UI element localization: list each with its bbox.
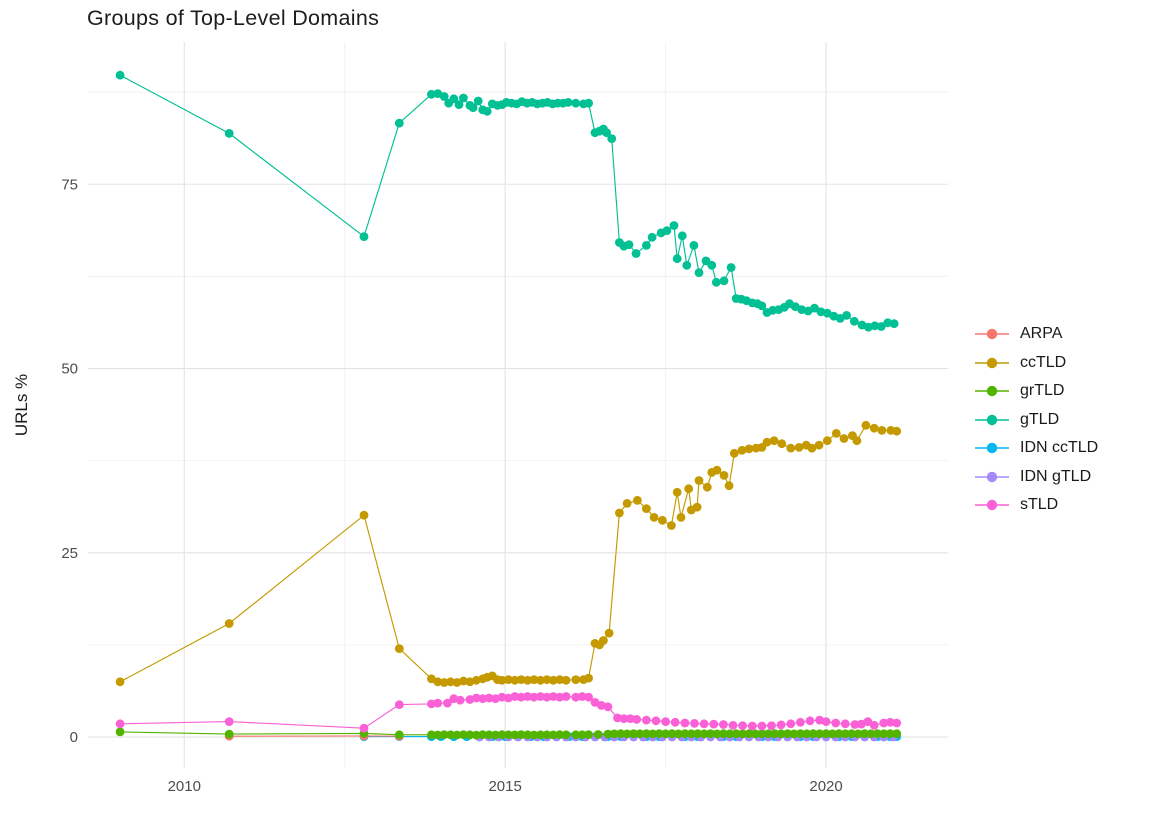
series-points-gtld (115, 70, 899, 332)
legend-key-icon-gtld (975, 414, 1009, 425)
series-cctld (115, 420, 902, 687)
chart-title: Groups of Top-Level Domains (87, 6, 380, 30)
legend-label-arpa: ARPA (1020, 325, 1063, 343)
legend-item-gtld: gTLD (973, 406, 1098, 435)
series-line-cctld (119, 424, 897, 684)
legend-label-grtld: grTLD (1020, 382, 1065, 400)
series-gtld (115, 70, 899, 332)
y-tick-label: 25 (61, 545, 78, 562)
legend-key-icon-arpa (975, 329, 1009, 340)
legend-key-icon-cctld (975, 357, 1009, 368)
legend-item-idn-gtld: IDN gTLD (973, 463, 1098, 492)
legend-item-idn-cctld: IDN ccTLD (973, 434, 1098, 463)
series-line-gtld (119, 74, 895, 328)
legend-key-icon-grtld (975, 386, 1009, 397)
y-axis-tick-labels: 0 25 50 75 (61, 176, 78, 746)
legend-label-idn-gtld: IDN gTLD (1020, 467, 1092, 485)
x-tick-label: 2010 (168, 778, 201, 795)
legend-label-cctld: ccTLD (1020, 353, 1067, 371)
legend-item-stld: sTLD (973, 491, 1098, 520)
series-grtld (115, 727, 902, 740)
y-tick-label: 75 (61, 176, 78, 193)
y-tick-label: 50 (61, 361, 78, 378)
x-tick-label: 2015 (488, 778, 521, 795)
legend-label-idn-cctld: IDN ccTLD (1020, 439, 1099, 457)
x-axis-tick-labels: 2010 2015 2020 (168, 778, 843, 795)
legend-item-grtld: grTLD (973, 377, 1098, 406)
y-tick-label: 0 (70, 729, 78, 746)
legend-item-cctld: ccTLD (973, 349, 1098, 378)
grid-major (88, 42, 948, 768)
legend-key-icon-idn-gtld (975, 471, 1009, 482)
series-points-stld (115, 692, 902, 733)
grid-minor (88, 42, 948, 768)
series-points-grtld (115, 727, 902, 740)
series-arpa (224, 731, 404, 741)
legend-label-gtld: gTLD (1020, 410, 1060, 428)
series-stld (115, 692, 902, 733)
x-tick-label: 2020 (809, 778, 842, 795)
y-axis-title: URLs % (12, 373, 31, 437)
legend-label-stld: sTLD (1020, 496, 1059, 514)
legend-key-icon-stld (975, 500, 1009, 511)
legend-item-arpa: ARPA (973, 320, 1098, 349)
legend: ARPA ccTLD grTLD gTLD IDN ccTLD IDN gTLD sTLD (973, 320, 1098, 520)
series-points-cctld (115, 420, 902, 687)
legend-key-icon-idn-cctld (975, 443, 1009, 454)
